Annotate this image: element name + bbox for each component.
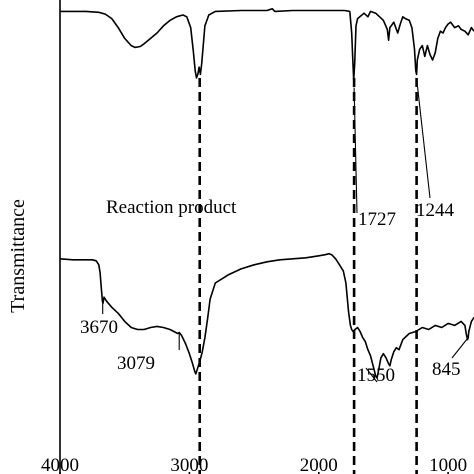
annotation-1550: 1550	[357, 365, 395, 386]
spectrum-curves	[59, 7, 474, 379]
leader-1727	[353, 87, 358, 214]
x-axis-ticks: 4000 3000 2000 1000	[41, 455, 467, 474]
annotation-1727: 1727	[358, 209, 396, 230]
annotation-845: 845	[432, 359, 461, 380]
x-tick-label-1000: 1000	[429, 455, 467, 474]
x-tick-label-3000: 3000	[170, 455, 208, 474]
x-tick-label-4000: 4000	[41, 455, 79, 474]
annotation-1244: 1244	[416, 200, 455, 221]
annotation-leader-lines	[102, 78, 469, 383]
annotation-3670: 3670	[80, 317, 118, 338]
x-tick-label-2000: 2000	[300, 455, 338, 474]
leader-845	[451, 337, 469, 359]
series-line-reaction-product	[59, 252, 474, 379]
y-axis-label: Transmittance	[7, 199, 29, 313]
annotation-reaction-product: Reaction product	[106, 197, 237, 218]
reference-dashed-lines	[198, 78, 418, 474]
leader-1244	[416, 78, 431, 199]
annotation-3079: 3079	[117, 353, 155, 374]
x-axis-line	[59, 0, 61, 474]
leader-1550	[365, 367, 378, 383]
series-line-upper	[60, 7, 474, 81]
